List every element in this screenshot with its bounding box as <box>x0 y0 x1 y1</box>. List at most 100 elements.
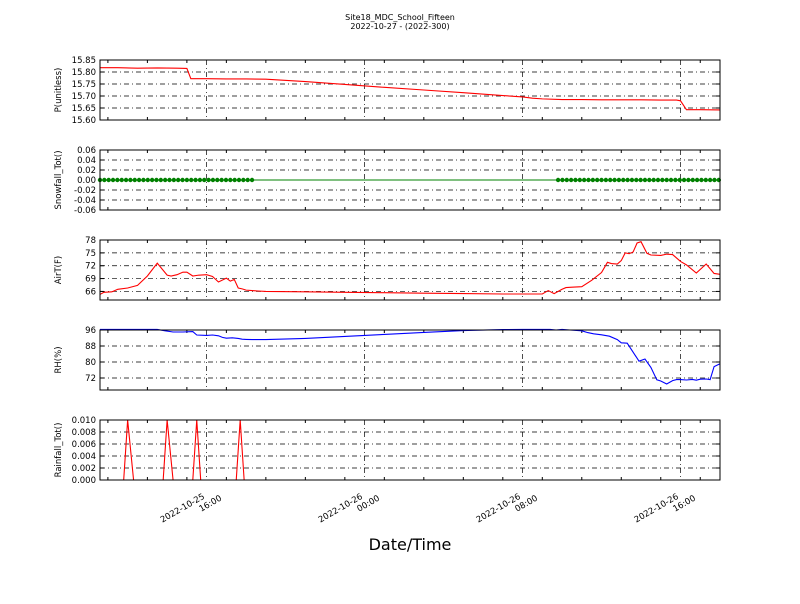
series-marker <box>625 177 630 183</box>
y-tick-label: 15.85 <box>72 56 96 66</box>
series-marker <box>223 177 229 183</box>
series-marker <box>189 177 194 183</box>
series-marker <box>594 177 600 183</box>
series-marker <box>642 177 648 183</box>
panel-3: 66 69 72 75 78 AirT(F) <box>54 236 721 301</box>
chart-subtitle: 2022-10-27 - (2022-300) <box>350 22 449 31</box>
series-marker <box>586 177 591 183</box>
series-marker <box>707 177 713 183</box>
series-marker <box>655 177 661 183</box>
y-tick-label: 72 <box>85 262 96 272</box>
y-tick-label: 0.04 <box>77 156 96 166</box>
series-marker <box>236 177 242 183</box>
series-marker <box>681 177 687 183</box>
series-marker <box>560 177 565 183</box>
y-axis-label: P(unitless) <box>54 68 64 113</box>
y-tick-label: 15.60 <box>72 116 96 126</box>
series-marker <box>115 177 120 183</box>
series-marker <box>568 177 574 183</box>
series-marker <box>206 177 211 183</box>
y-tick-label: 88 <box>85 342 96 352</box>
series-marker <box>136 177 142 183</box>
series-marker <box>581 177 587 183</box>
panel-frame <box>99 59 721 121</box>
x-tick-label: 2022-10-2608:00 <box>475 485 540 534</box>
y-tick-label: 15.80 <box>72 68 96 78</box>
x-tick-label: 2022-10-2516:00 <box>159 485 224 534</box>
series-marker <box>228 177 233 183</box>
panel-2: -0.06-0.04-0.020.000.020.040.06 Snowfall_… <box>54 146 722 216</box>
series-marker <box>123 177 129 183</box>
series-marker <box>210 177 216 183</box>
panel-1: 15.60 15.65 15.70 15.75 15.80 15.85 P(unitless… <box>54 56 721 126</box>
series-marker <box>690 177 695 183</box>
series-marker <box>128 177 133 183</box>
series-marker <box>599 177 604 183</box>
y-tick-label: 0.00 <box>77 176 96 186</box>
y-tick-label: 0.02 <box>77 166 96 176</box>
series-marker <box>141 177 146 183</box>
series-marker <box>590 177 596 183</box>
y-tick-label: 0.06 <box>77 146 96 156</box>
y-tick-label: 15.75 <box>72 80 96 90</box>
y-tick-label: -0.06 <box>74 206 96 216</box>
series-marker <box>149 177 155 183</box>
series-marker <box>158 177 164 183</box>
series-marker <box>197 177 203 183</box>
series-marker <box>154 177 159 183</box>
y-tick-label: 0.002 <box>72 464 96 474</box>
series-marker <box>634 177 639 183</box>
series-line <box>99 241 721 295</box>
series-marker <box>621 177 626 183</box>
y-tick-label: 15.65 <box>72 104 96 114</box>
series-marker <box>603 177 609 183</box>
series-marker <box>686 177 691 183</box>
panels-group: 15.60 15.65 15.70 15.75 15.80 15.85 P(unitless… <box>54 56 722 534</box>
y-axis-label: RH(%) <box>54 346 64 373</box>
series-marker <box>180 177 185 183</box>
series-marker <box>629 177 635 183</box>
series-marker <box>564 177 569 183</box>
series-marker <box>638 177 643 183</box>
series-marker <box>245 177 250 183</box>
series-marker <box>612 177 617 183</box>
panel-frame <box>99 419 721 481</box>
y-tick-label: 66 <box>85 287 96 297</box>
series-marker <box>119 177 124 183</box>
series-marker <box>145 177 150 183</box>
series-marker <box>660 177 665 183</box>
y-axis-label: Rainfall_Tot() <box>54 423 64 478</box>
y-tick-label: 96 <box>85 326 96 336</box>
series-marker <box>677 177 682 183</box>
series-marker <box>668 177 674 183</box>
y-tick-label: 0.008 <box>72 428 96 438</box>
series-marker <box>616 177 622 183</box>
y-tick-label: 15.70 <box>72 92 96 102</box>
series-marker <box>664 177 669 183</box>
series-marker <box>219 177 224 183</box>
series-marker <box>193 177 198 183</box>
y-tick-label: 72 <box>85 374 96 384</box>
series-marker <box>651 177 656 183</box>
series-marker <box>106 177 111 183</box>
series-marker <box>712 177 717 183</box>
series-marker <box>694 177 700 183</box>
y-tick-label: 69 <box>85 275 96 285</box>
x-tick-label: 2022-10-2616:00 <box>633 485 698 534</box>
series-marker <box>703 177 708 183</box>
y-tick-label: 0.006 <box>72 440 96 450</box>
series-marker <box>202 177 207 183</box>
x-axis-label: Date/Time <box>369 535 452 554</box>
panel-frame <box>99 239 721 301</box>
series-marker <box>249 177 255 183</box>
y-tick-label: 75 <box>85 249 96 259</box>
series-marker <box>232 177 237 183</box>
series-line <box>100 328 721 385</box>
series-marker <box>608 177 613 183</box>
panel-4: 72 80 88 96 RH(%) <box>54 326 721 391</box>
chart-title: Site18_MDC_School_Fifteen <box>345 13 455 22</box>
series-line <box>100 419 720 481</box>
series-marker <box>132 177 137 183</box>
